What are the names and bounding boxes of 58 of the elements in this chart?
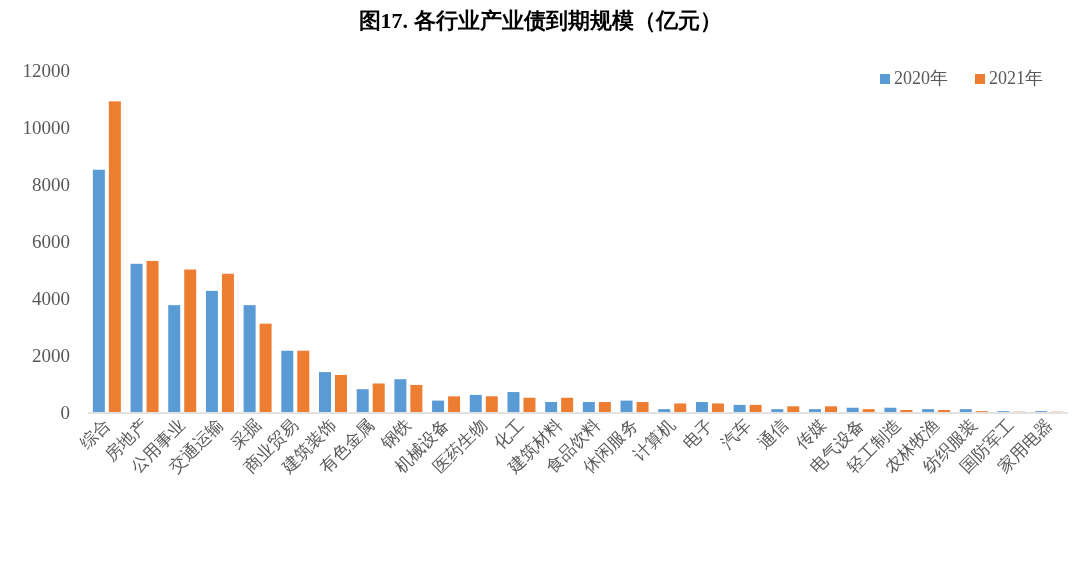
bar bbox=[749, 404, 762, 412]
bar bbox=[561, 397, 574, 412]
bar bbox=[319, 372, 331, 412]
bar bbox=[356, 389, 369, 412]
x-tick-label: 通信 bbox=[754, 415, 793, 453]
bar bbox=[184, 269, 197, 412]
bar bbox=[507, 392, 520, 412]
legend-label: 2021年 bbox=[989, 68, 1043, 88]
bar bbox=[168, 305, 181, 412]
y-tick-label: 0 bbox=[60, 402, 70, 423]
y-tick-label: 8000 bbox=[32, 174, 70, 195]
bar bbox=[281, 350, 294, 412]
bar bbox=[372, 383, 385, 412]
x-tick-label: 汽车 bbox=[716, 415, 755, 453]
bar bbox=[221, 273, 234, 412]
bar bbox=[448, 396, 461, 412]
bar bbox=[771, 409, 784, 412]
bar bbox=[922, 409, 935, 412]
bar bbox=[545, 402, 558, 412]
y-tick-label: 4000 bbox=[32, 288, 70, 309]
bar bbox=[108, 101, 121, 412]
bar bbox=[410, 384, 423, 412]
bar bbox=[711, 403, 724, 412]
bar bbox=[335, 374, 347, 412]
bar bbox=[523, 397, 536, 412]
bar bbox=[394, 379, 407, 412]
bar bbox=[432, 400, 445, 412]
bar bbox=[598, 402, 611, 412]
y-tick-label: 6000 bbox=[32, 231, 70, 252]
bar bbox=[92, 169, 105, 412]
bar bbox=[130, 263, 143, 412]
bar bbox=[674, 403, 687, 412]
legend-label: 2020年 bbox=[894, 68, 948, 88]
bar bbox=[658, 409, 671, 412]
bar bbox=[205, 290, 218, 412]
y-tick-label: 2000 bbox=[32, 345, 70, 366]
bar bbox=[695, 402, 708, 412]
y-tick-label: 10000 bbox=[22, 117, 70, 138]
bar bbox=[636, 402, 649, 412]
bar bbox=[259, 323, 272, 412]
bar bbox=[846, 407, 859, 412]
y-tick-label: 12000 bbox=[22, 60, 70, 81]
bar bbox=[582, 402, 595, 412]
bar bbox=[146, 260, 159, 412]
bar bbox=[862, 409, 875, 412]
bar bbox=[469, 394, 482, 412]
bar bbox=[809, 409, 821, 412]
bar bbox=[297, 350, 310, 412]
bar bbox=[243, 305, 256, 412]
bar bbox=[884, 407, 897, 412]
bar bbox=[959, 409, 972, 412]
bar bbox=[485, 396, 498, 412]
chart-title: 图17. 各行业产业债到期规模（亿元） bbox=[358, 8, 722, 33]
bar bbox=[825, 406, 837, 412]
bar bbox=[620, 400, 633, 412]
bar bbox=[787, 406, 800, 412]
bar bbox=[733, 404, 746, 412]
x-tick-label: 电子 bbox=[679, 415, 717, 453]
